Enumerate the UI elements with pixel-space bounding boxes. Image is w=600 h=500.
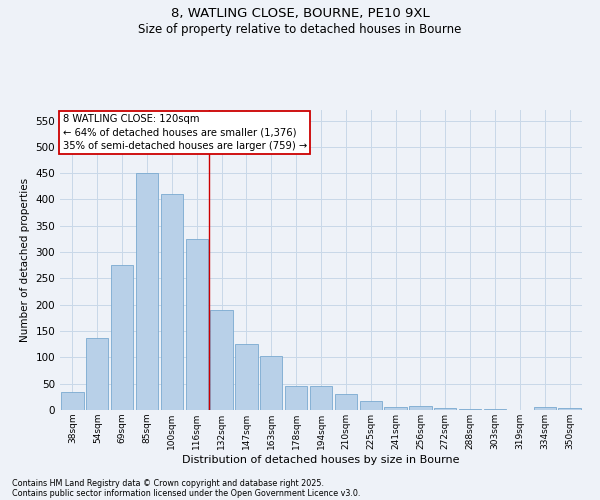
Bar [61, 392, 83, 410]
Bar [136, 173, 158, 410]
X-axis label: Distribution of detached houses by size in Bourne: Distribution of detached houses by size … [182, 454, 460, 464]
Bar [335, 394, 357, 410]
Text: Size of property relative to detached houses in Bourne: Size of property relative to detached ho… [139, 22, 461, 36]
Bar [235, 344, 257, 410]
Text: Contains HM Land Registry data © Crown copyright and database right 2025.: Contains HM Land Registry data © Crown c… [12, 478, 324, 488]
Bar [533, 408, 556, 410]
Bar [161, 194, 183, 410]
Text: 8 WATLING CLOSE: 120sqm
← 64% of detached houses are smaller (1,376)
35% of semi: 8 WATLING CLOSE: 120sqm ← 64% of detache… [62, 114, 307, 151]
Bar [409, 406, 431, 410]
Text: 8, WATLING CLOSE, BOURNE, PE10 9XL: 8, WATLING CLOSE, BOURNE, PE10 9XL [170, 8, 430, 20]
Bar [111, 266, 133, 410]
Bar [459, 409, 481, 410]
Bar [86, 338, 109, 410]
Y-axis label: Number of detached properties: Number of detached properties [20, 178, 30, 342]
Bar [285, 386, 307, 410]
Bar [434, 408, 457, 410]
Bar [211, 310, 233, 410]
Bar [260, 356, 283, 410]
Bar [559, 408, 581, 410]
Bar [385, 408, 407, 410]
Bar [185, 239, 208, 410]
Bar [359, 401, 382, 410]
Bar [310, 386, 332, 410]
Text: Contains public sector information licensed under the Open Government Licence v3: Contains public sector information licen… [12, 488, 361, 498]
